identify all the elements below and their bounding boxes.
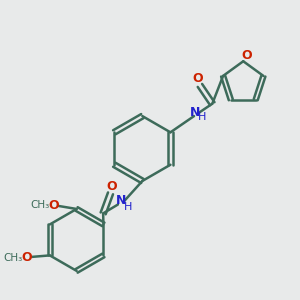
Text: CH₃: CH₃	[3, 253, 22, 263]
Text: N: N	[116, 194, 126, 207]
Text: CH₃: CH₃	[30, 200, 50, 210]
Text: O: O	[107, 180, 117, 194]
Text: N: N	[190, 106, 200, 119]
Text: H: H	[124, 202, 133, 212]
Text: O: O	[48, 199, 59, 212]
Text: O: O	[22, 251, 32, 264]
Text: O: O	[192, 72, 203, 86]
Text: H: H	[198, 112, 206, 122]
Text: O: O	[242, 50, 252, 62]
